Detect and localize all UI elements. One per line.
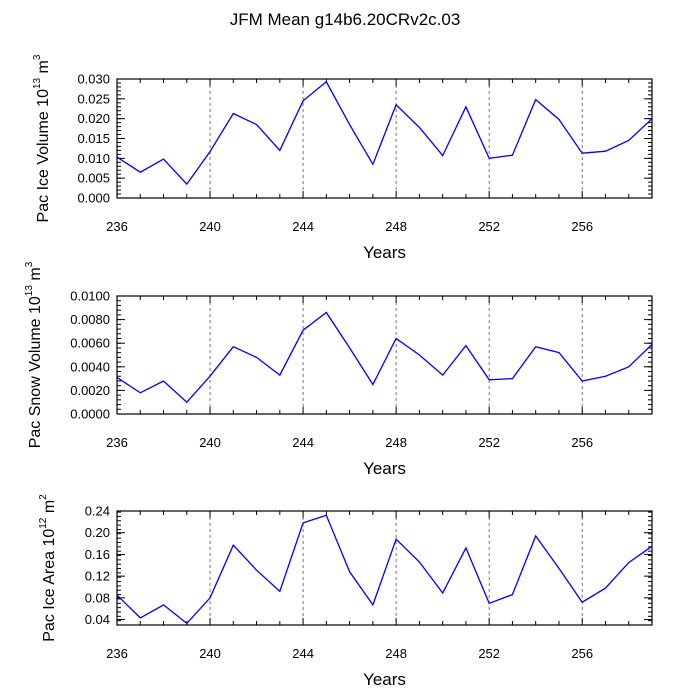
x-tick-label: 252 <box>478 219 500 234</box>
x-axis-label: Years <box>363 243 406 262</box>
y-tick-label: 0.20 <box>85 525 110 540</box>
plot-frame <box>116 295 653 415</box>
x-tick-label: 236 <box>106 646 128 661</box>
y-tick-label: 0.025 <box>77 91 110 106</box>
x-tick-label: 240 <box>199 435 221 450</box>
y-tick-label: 0.0040 <box>70 359 110 374</box>
x-tick-label: 256 <box>571 435 593 450</box>
panel-snow-volume: 0.0000 0.0020 0.0040 0.0060 0.0080 0.0100 236 2… <box>24 261 653 478</box>
y-tick-label: 0.020 <box>77 111 110 126</box>
x-tick-label: 236 <box>106 219 128 234</box>
y-tick-label: 0.24 <box>85 504 110 519</box>
x-tick-label: 248 <box>385 219 407 234</box>
y-tick-label: 0.12 <box>85 569 110 584</box>
panel-ice-area: 0.04 0.08 0.12 0.16 0.20 0.24 236 240 244 248 252 2… <box>38 494 653 689</box>
series-line <box>116 311 653 404</box>
x-tick-label: 244 <box>292 646 314 661</box>
y-tick-label: 0.0100 <box>70 289 110 304</box>
x-tick-label: 236 <box>106 435 128 450</box>
y-tick-label: 0.0000 <box>70 407 110 422</box>
plot-frame <box>116 78 653 199</box>
x-tick-label: 248 <box>385 646 407 661</box>
series-line <box>116 514 653 625</box>
y-tick-label: 0.030 <box>77 72 110 87</box>
y-axis-label: Pac Ice Area 1012 m2 <box>38 494 58 642</box>
y-axis-label: Pac Ice Volume 1013 m3 <box>32 54 52 222</box>
x-tick-label: 240 <box>199 646 221 661</box>
y-tick-label: 0.0080 <box>70 312 110 327</box>
x-axis-label: Years <box>363 459 406 478</box>
x-tick-label: 252 <box>478 646 500 661</box>
series-line <box>116 80 653 186</box>
chart-title: JFM Mean g14b6.20CRv2c.03 <box>230 10 461 29</box>
y-tick-label: 0.010 <box>77 151 110 166</box>
x-tick-label: 248 <box>385 435 407 450</box>
y-tick-label: 0.0020 <box>70 383 110 398</box>
x-tick-label: 256 <box>571 646 593 661</box>
y-tick-label: 0.000 <box>77 191 110 206</box>
x-axis-label: Years <box>363 670 406 689</box>
y-tick-label: 0.0060 <box>70 336 110 351</box>
y-tick-label: 0.16 <box>85 547 110 562</box>
y-tick-label: 0.015 <box>77 131 110 146</box>
y-tick-label: 0.08 <box>85 590 110 605</box>
x-tick-label: 252 <box>478 435 500 450</box>
x-tick-label: 256 <box>571 219 593 234</box>
y-tick-label: 0.005 <box>77 171 110 186</box>
x-tick-label: 240 <box>199 219 221 234</box>
y-tick-label: 0.04 <box>85 612 110 627</box>
x-tick-label: 244 <box>292 435 314 450</box>
y-axis-label: Pac Snow Volume 1013 m3 <box>24 261 44 448</box>
plot-frame <box>116 510 653 626</box>
x-tick-label: 244 <box>292 219 314 234</box>
panel-ice-volume: 0.000 0.005 0.010 0.015 0.020 0.025 0.030 236 24… <box>32 54 653 262</box>
